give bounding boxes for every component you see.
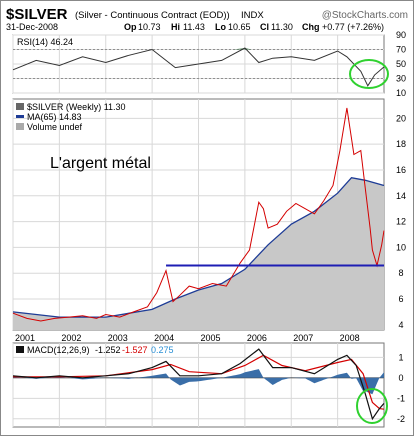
chart-annotation: L'argent métal xyxy=(50,155,151,172)
macd-value-2: -1.527 xyxy=(122,345,148,355)
macd-value-1: -1.252 xyxy=(95,345,121,355)
y-tick-label: 4 xyxy=(398,320,403,330)
y-tick-label: 90 xyxy=(396,30,406,40)
y-tick-label: 70 xyxy=(396,45,406,55)
y-tick-label: 6 xyxy=(398,294,403,304)
volume-legend: Volume undef xyxy=(27,122,83,132)
price-legend-swatch xyxy=(16,103,24,110)
open-value: 10.73 xyxy=(138,22,161,32)
x-tick-label: 2006 xyxy=(247,333,267,343)
change-value: +0.77 (+7.26%) xyxy=(322,22,384,32)
x-tick-label: 2004 xyxy=(154,333,174,343)
chart-exchange: INDX xyxy=(241,10,264,21)
x-tick-label: 2003 xyxy=(108,333,128,343)
high-value: 11.43 xyxy=(183,22,205,32)
chart-description: (Silver - Continuous Contract (EOD)) xyxy=(75,10,230,21)
x-tick-label: 2002 xyxy=(61,333,81,343)
rsi-line xyxy=(12,47,385,87)
change-label: Chg xyxy=(302,22,320,32)
x-tick-label: 2001 xyxy=(15,333,35,343)
rsi-y-axis: 10 30 50 70 90 xyxy=(396,30,406,98)
price-line xyxy=(12,107,385,322)
price-legend: $SILVER (Weekly) 11.30 xyxy=(27,102,126,112)
ma-legend: MA(65) 14.83 xyxy=(27,112,82,122)
macd-y-axis: 1 0 -1 -2 xyxy=(397,352,405,423)
y-tick-label: 10 xyxy=(396,242,406,252)
macd-legend-swatch xyxy=(16,346,24,353)
price-y-axis: 4 6 8 10 12 14 16 18 20 xyxy=(396,113,406,329)
y-tick-label: 8 xyxy=(398,268,403,278)
y-tick-label: 16 xyxy=(396,165,406,175)
ma-area-fill xyxy=(13,177,384,330)
volume-legend-swatch xyxy=(16,123,24,130)
y-tick-label: 30 xyxy=(396,74,406,84)
x-tick-label: 2007 xyxy=(293,333,313,343)
watermark: @StockCharts.com xyxy=(322,10,408,21)
ma-line xyxy=(12,176,385,318)
ma-legend-swatch xyxy=(16,115,24,118)
chart-date: 31-Dec-2008 xyxy=(6,22,58,32)
y-tick-label: 18 xyxy=(396,139,406,149)
low-value: 10.65 xyxy=(228,22,251,32)
y-tick-label: -1 xyxy=(397,393,405,403)
high-label: Hi xyxy=(171,22,180,32)
x-axis: 2001 2002 2003 2004 2005 2006 2007 2008 xyxy=(15,333,360,343)
macd-highlight-circle xyxy=(356,388,388,424)
x-tick-label: 2005 xyxy=(201,333,221,343)
macd-line xyxy=(12,348,385,421)
y-tick-label: 14 xyxy=(396,191,406,201)
open-label: Op xyxy=(124,22,137,32)
y-tick-label: -2 xyxy=(397,414,405,424)
y-tick-label: 20 xyxy=(396,113,406,123)
close-value: 11.30 xyxy=(271,22,293,32)
x-tick-label: 2008 xyxy=(340,333,360,343)
y-tick-label: 10 xyxy=(396,88,406,98)
rsi-highlight-circle xyxy=(349,59,389,89)
rsi-label: RSI(14) 46.24 xyxy=(17,37,73,47)
chart-symbol: $SILVER xyxy=(6,6,68,23)
macd-value-3: 0.275 xyxy=(151,345,174,355)
low-label: Lo xyxy=(215,22,226,32)
close-label: Cl xyxy=(260,22,269,32)
y-tick-label: 12 xyxy=(396,217,406,227)
y-tick-label: 0 xyxy=(398,373,403,383)
y-tick-label: 1 xyxy=(398,352,403,362)
macd-label: MACD(12,26,9) xyxy=(27,345,90,355)
y-tick-label: 50 xyxy=(396,59,406,69)
